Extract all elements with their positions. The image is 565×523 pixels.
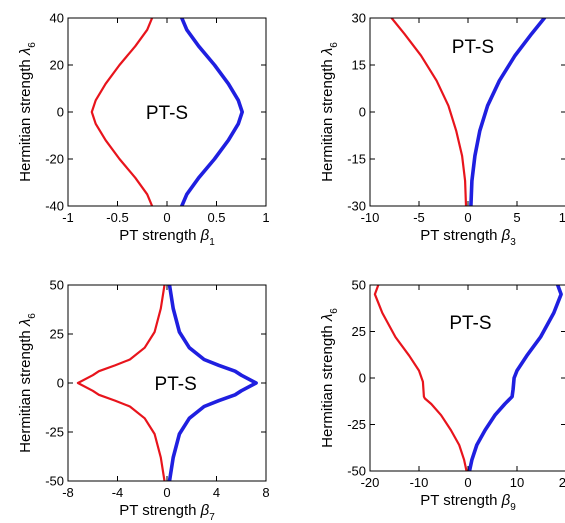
blue-branch-line — [467, 285, 563, 471]
y-tick-label: 30 — [352, 11, 366, 26]
x-tick-label: 8 — [262, 485, 269, 500]
y-tick-label: 0 — [57, 105, 64, 120]
region-annotation: PT-S — [452, 37, 494, 58]
y-tick-label: 25 — [352, 324, 366, 339]
y-tick-label: 50 — [352, 278, 366, 293]
y-axis-label: Hermitian strength λ6 — [319, 308, 340, 448]
panel-beta9: -20 -10 0 10 20 -50 -25 0 25 50 PT strength β9 Herm… — [319, 278, 565, 513]
x-tick-label: 0 — [163, 210, 170, 225]
x-tick-label: 0 — [464, 475, 471, 490]
y-tick-label: 25 — [50, 327, 64, 342]
x-tick-label: 10 — [559, 210, 565, 225]
y-axis-label: Hermitian strength λ6 — [17, 313, 38, 453]
y-tick-label: 0 — [359, 371, 366, 386]
blue-branch-line — [167, 285, 258, 481]
x-tick-label: 5 — [513, 210, 520, 225]
y-tick-label: -25 — [45, 425, 64, 440]
x-tick-label: -0.5 — [106, 210, 128, 225]
x-tick-label: -8 — [62, 485, 74, 500]
x-tick-label: 10 — [510, 475, 524, 490]
region-annotation: PT-S — [155, 374, 197, 395]
x-tick-label: -10 — [410, 475, 429, 490]
x-tick-label: -10 — [361, 210, 380, 225]
x-tick-label: -20 — [361, 475, 380, 490]
x-axis-label: PT strength β3 — [420, 227, 516, 248]
y-tick-label: -15 — [347, 152, 366, 167]
x-tick-label: 0 — [163, 485, 170, 500]
x-axis-label: PT strength β7 — [119, 502, 215, 523]
red-branch-line — [90, 18, 154, 206]
panel-beta1: -1 -0.5 0 0.5 1 -40 -20 0 20 40 PT strength β1 Herm… — [17, 11, 270, 249]
panel-beta7: -8 -4 0 4 8 -50 -25 0 25 50 PT strength β7 Hermitia… — [17, 278, 270, 523]
region-annotation: PT-S — [146, 103, 188, 124]
red-branch-line — [76, 285, 166, 481]
region-annotation: PT-S — [449, 313, 491, 334]
y-tick-label: 15 — [352, 58, 366, 73]
y-tick-label: -40 — [45, 199, 64, 214]
y-tick-label: 40 — [50, 11, 64, 26]
blue-branch-line — [469, 18, 547, 206]
red-branch-line — [373, 285, 468, 471]
y-tick-label: 0 — [359, 105, 366, 120]
x-tick-label: -1 — [62, 210, 74, 225]
blue-branch-line — [180, 18, 244, 206]
x-tick-label: 4 — [213, 485, 220, 500]
y-tick-label: 0 — [57, 376, 64, 391]
y-tick-label: 50 — [50, 278, 64, 293]
y-axis-label: Hermitian strength λ6 — [17, 42, 38, 182]
x-tick-label: -5 — [413, 210, 425, 225]
panel-beta3: -10 -5 0 5 10 -30 -15 0 15 30 PT strength β3 Hermit… — [319, 11, 565, 248]
x-axis-label: PT strength β9 — [420, 492, 516, 513]
y-tick-label: -20 — [45, 152, 64, 167]
x-tick-label: 20 — [559, 475, 565, 490]
x-tick-label: 0 — [464, 210, 471, 225]
x-tick-label: -4 — [112, 485, 124, 500]
y-tick-label: -30 — [347, 199, 366, 214]
x-axis-label: PT strength β1 — [119, 227, 215, 248]
y-axis-label: Hermitian strength λ6 — [319, 42, 340, 182]
y-tick-label: -50 — [45, 474, 64, 489]
y-tick-label: -50 — [347, 464, 366, 479]
x-tick-label: 0.5 — [207, 210, 225, 225]
y-tick-label: -25 — [347, 417, 366, 432]
y-tick-label: 20 — [50, 58, 64, 73]
red-branch-line — [390, 18, 468, 206]
x-tick-label: 1 — [262, 210, 269, 225]
